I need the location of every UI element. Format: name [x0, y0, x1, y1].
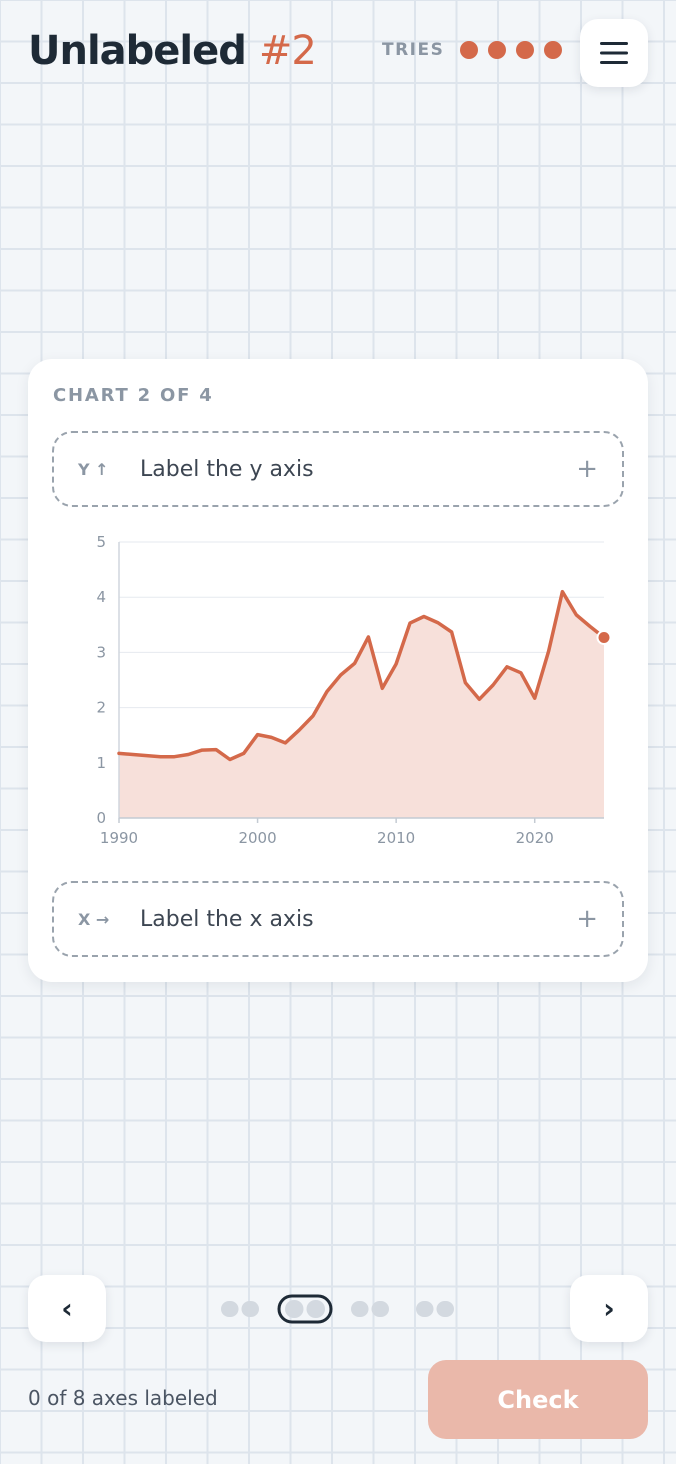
try-dot [544, 41, 563, 59]
chevron-right-icon: › [603, 1292, 615, 1325]
check-button[interactable]: Check [428, 1360, 648, 1439]
x-axis-label-slot[interactable]: X → Label the x axis + [52, 881, 624, 957]
x-tick-label: 2020 [516, 829, 554, 847]
x-tick-label: 1990 [100, 829, 138, 847]
y-axis-tag: Y ↑ [78, 459, 109, 479]
y-tick-label: 5 [96, 533, 106, 551]
next-chart-button[interactable]: › [570, 1275, 648, 1342]
y-axis-label-slot[interactable]: Y ↑ Label the y axis + [52, 431, 624, 507]
chart-dot[interactable] [221, 1301, 259, 1317]
chevron-left-icon: ‹ [61, 1292, 73, 1325]
chart-dot-active[interactable] [277, 1294, 333, 1324]
x-axis-tag: X → [78, 909, 110, 929]
try-dot [516, 41, 535, 59]
area-fill [119, 591, 604, 818]
try-dot [460, 41, 479, 59]
progress-text: 0 of 8 axes labeled [28, 1386, 218, 1410]
plus-icon: + [576, 454, 598, 484]
previous-chart-button[interactable]: ‹ [28, 1275, 106, 1342]
page-title: Unlabeled #2 [28, 28, 317, 74]
series-line [117, 589, 606, 762]
chart-counter: CHART 2 OF 4 [53, 385, 214, 406]
y-axis-slot-text: Label the y axis [140, 456, 314, 482]
chart-dot[interactable] [351, 1301, 389, 1317]
last-point-marker [596, 629, 612, 645]
x-tick-label: 2000 [238, 829, 276, 847]
y-tick-label: 4 [96, 588, 106, 606]
y-tick-label: 3 [96, 643, 106, 661]
title-text: Unlabeled [28, 28, 247, 74]
hamburger-icon [600, 42, 628, 64]
y-tick-label: 1 [96, 754, 106, 772]
title-number: #2 [258, 28, 317, 74]
tries-indicator: TRIES [382, 40, 563, 60]
x-axis-slot-text: Label the x axis [140, 906, 314, 932]
y-tick-label: 0 [96, 809, 106, 827]
y-tick-label: 2 [96, 699, 106, 717]
tries-label: TRIES [382, 40, 445, 60]
x-tick-label: 2010 [377, 829, 415, 847]
line-chart: 0 1 2 3 4 5 1990 2000 2010 2020 [96, 533, 612, 847]
chart-dot[interactable] [416, 1301, 454, 1317]
menu-button[interactable] [580, 19, 648, 87]
try-dot [488, 41, 507, 59]
plus-icon: + [576, 904, 598, 934]
chart-card: CHART 2 OF 4 Y ↑ Label the y axis + 0 1 2 3… [28, 359, 648, 982]
